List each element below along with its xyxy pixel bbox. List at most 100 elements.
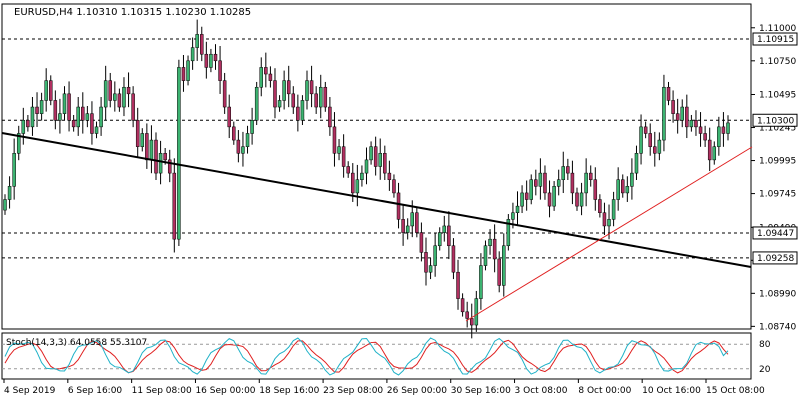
level-label: 1.10300: [757, 116, 794, 126]
y-tick-label: 1.08740: [759, 322, 796, 332]
candle: [200, 26, 204, 62]
candle-body: [369, 146, 373, 161]
candle-body: [346, 166, 350, 174]
candle: [250, 107, 254, 145]
candle-body: [44, 80, 48, 101]
candle: [94, 121, 99, 139]
candle-body: [300, 100, 305, 121]
main-plot-frame: [1, 3, 752, 330]
candle-body: [341, 146, 346, 167]
candle: [492, 224, 497, 273]
level-labels: 1.10915 1.10300 1.09447 1.09258: [752, 32, 798, 265]
candle-body: [35, 106, 39, 114]
candle-body: [26, 120, 30, 128]
candle: [566, 158, 570, 181]
candle-body: [12, 153, 16, 187]
candle: [685, 94, 689, 139]
candle: [300, 95, 305, 126]
stochastic-indicator: 80 20: [2, 337, 771, 376]
candle-body: [213, 53, 218, 62]
candle-body: [99, 106, 103, 128]
candle: [195, 19, 199, 61]
candle: [419, 222, 424, 262]
candle: [433, 233, 437, 277]
candle-body: [277, 100, 282, 108]
candle: [520, 185, 524, 214]
candle-body: [53, 100, 58, 121]
candle: [328, 97, 332, 136]
y-tick-label: 1.09745: [759, 190, 796, 200]
candle-body: [680, 106, 684, 121]
candle: [355, 164, 360, 207]
candle: [598, 194, 602, 218]
candle: [90, 101, 94, 145]
downtrend-line: [1, 132, 752, 268]
candle: [296, 94, 300, 132]
candle-body: [3, 199, 7, 211]
candle-body: [90, 113, 94, 134]
candle-body: [254, 86, 259, 121]
candle: [236, 130, 241, 163]
candle: [99, 97, 103, 136]
candle: [131, 86, 135, 128]
candle: [209, 48, 213, 73]
candle-body: [465, 311, 469, 319]
candle-body: [428, 265, 433, 273]
candle-body: [712, 146, 717, 161]
uptrend-support-line: [465, 146, 753, 322]
candle: [621, 174, 625, 198]
candle: [575, 187, 579, 211]
candle-body: [232, 126, 236, 141]
candle-body: [405, 225, 410, 233]
candle: [570, 160, 575, 205]
candle-body: [639, 126, 643, 154]
y-tick-label: 1.10245: [759, 124, 796, 134]
candle-body: [506, 219, 511, 247]
candle-body: [653, 146, 657, 154]
candle-body: [181, 67, 186, 81]
candle: [364, 147, 369, 185]
candle-body: [721, 126, 726, 134]
candle: [291, 86, 296, 114]
candle-body: [81, 106, 85, 121]
candle: [135, 107, 140, 158]
candle-body: [392, 179, 396, 194]
level-label-box: [752, 251, 798, 265]
candle: [666, 81, 671, 106]
candle: [442, 215, 447, 242]
candle: [602, 202, 607, 235]
candle-body: [707, 139, 712, 161]
candle-body: [515, 205, 520, 213]
candle: [543, 165, 547, 200]
candle-body: [282, 80, 286, 101]
candle-body: [140, 133, 145, 147]
y-tick-label: 1.10750: [759, 57, 796, 67]
candle-body: [511, 212, 515, 220]
candle: [717, 116, 721, 156]
candle: [227, 94, 231, 139]
level-label-box: [752, 32, 798, 46]
candle-body: [598, 199, 602, 213]
candle: [172, 158, 177, 253]
candle: [502, 233, 506, 297]
candle: [35, 92, 39, 127]
candle-body: [332, 126, 337, 154]
candle: [337, 139, 341, 161]
candle: [680, 99, 684, 128]
candle-body: [433, 245, 437, 266]
candle: [264, 52, 268, 88]
candle: [424, 237, 428, 286]
candle-body: [71, 120, 76, 128]
candle-body: [396, 192, 401, 220]
candle: [428, 257, 433, 280]
candle: [506, 214, 511, 251]
candle-body: [584, 172, 588, 194]
candle-body: [520, 192, 524, 207]
candle: [154, 132, 158, 181]
candle-body: [543, 172, 547, 194]
candle: [437, 227, 442, 251]
candle: [58, 98, 62, 134]
candle: [689, 114, 694, 132]
candle-body: [364, 159, 369, 174]
candle: [639, 114, 643, 165]
